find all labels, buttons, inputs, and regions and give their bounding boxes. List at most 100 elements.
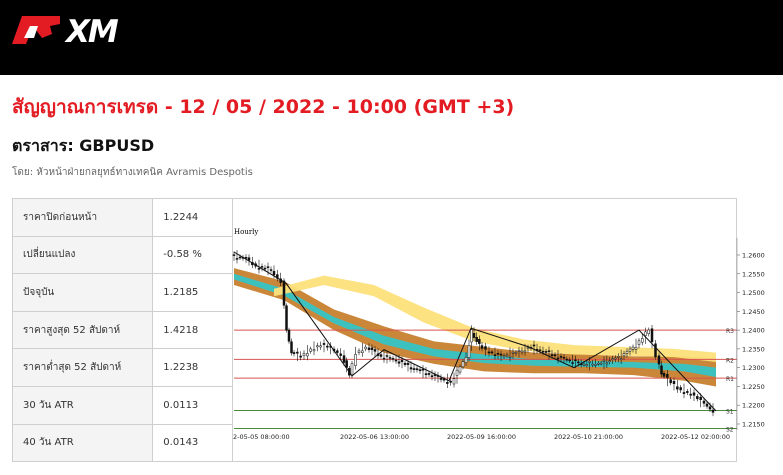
- candle-body: [660, 365, 663, 375]
- stats-table: ราคาปิดก่อนหน้า 1.2244 เปลี่ยนแปลง -0.58 %…: [11, 198, 233, 463]
- table-row: 40 วัน ATR 0.0143: [11, 423, 233, 463]
- candle-body: [232, 254, 236, 256]
- candle-body: [574, 359, 577, 362]
- candle-body: [452, 378, 456, 385]
- candle-body: [550, 354, 554, 356]
- x-tick-label: 2022-05-10 21:00:00: [554, 433, 623, 441]
- price-chart: Hourly R3 R2 R1 S1 S2 1.2600 1.2550 1.2500 1.2450…: [232, 228, 765, 441]
- candle-body: [430, 375, 434, 378]
- candle-body: [585, 364, 589, 366]
- candle-body: [397, 361, 401, 364]
- candle-body: [637, 340, 641, 345]
- candle-body: [541, 350, 545, 353]
- stat-label: 30 วัน ATR: [11, 385, 154, 425]
- top-bar: XM: [0, 0, 783, 75]
- candle-body: [666, 374, 669, 378]
- candle-body: [689, 393, 692, 396]
- stat-value: 1.4218: [152, 310, 233, 350]
- candle-body: [244, 256, 248, 259]
- page-title: สัญญาณการเทรด - 12 / 05 / 2022 - 10:00 (…: [12, 96, 515, 118]
- candle-body: [708, 406, 712, 410]
- candle-body: [544, 351, 548, 353]
- y-tick-label: 1.2400: [742, 327, 765, 335]
- stat-label: เปลี่ยนแปลง: [11, 235, 154, 275]
- candle-body: [455, 369, 459, 376]
- y-tick-label: 1.2150: [742, 421, 765, 429]
- candle-body: [594, 364, 597, 366]
- candle-body: [619, 358, 623, 360]
- candle-body: [379, 354, 383, 357]
- candle-body: [682, 392, 686, 394]
- candle-body: [285, 305, 288, 331]
- candle-body: [641, 338, 644, 343]
- candle-body: [672, 380, 676, 384]
- candle-body: [367, 347, 371, 350]
- candle-body: [272, 270, 276, 276]
- candle-body: [394, 359, 398, 362]
- candle-body: [406, 362, 410, 365]
- candle-body: [611, 358, 614, 360]
- candle-body: [364, 346, 367, 350]
- stat-label: ราคาปิดก่อนหน้า: [11, 198, 154, 237]
- candle-body: [257, 268, 261, 270]
- candle-body: [654, 343, 657, 358]
- candle-body: [282, 280, 286, 306]
- table-row: เปลี่ยนแปลง -0.58 %: [11, 235, 233, 275]
- xm-logo[interactable]: XM: [10, 12, 130, 48]
- candle-body: [699, 396, 702, 400]
- candle-body: [565, 358, 569, 361]
- candle-body: [617, 356, 620, 358]
- stat-value: 1.2185: [152, 273, 233, 312]
- candle-body: [484, 346, 487, 350]
- stat-value: 1.2238: [152, 348, 233, 387]
- candle-body: [480, 345, 484, 349]
- author-line: โดย: หัวหน้าฝ่ายกลยุทธ์ทางเทคนิค Avramis…: [12, 167, 253, 178]
- x-tick-label: 2022-05-12 02:00:00: [661, 433, 730, 441]
- candle-body: [559, 356, 563, 358]
- stat-value: 0.0143: [152, 423, 233, 463]
- candle-body: [316, 345, 319, 348]
- candle-body: [599, 362, 603, 365]
- candle-body: [669, 379, 672, 384]
- candle-body: [502, 355, 506, 358]
- timeframe-label: Hourly: [234, 228, 258, 236]
- candle-body: [625, 350, 629, 354]
- candle-body: [461, 361, 465, 368]
- stat-label: ราคาสูงสุด 52 สัปดาห์: [11, 310, 154, 350]
- candle-body: [628, 348, 632, 352]
- candle-body: [415, 368, 419, 371]
- stat-value: 1.2244: [152, 198, 233, 237]
- y-tick-label: 1.2600: [742, 252, 765, 260]
- candle-body: [568, 359, 571, 362]
- candle-body: [608, 360, 611, 362]
- candle-body: [692, 392, 696, 396]
- candle-body: [467, 345, 471, 358]
- table-row: ปัจจุบัน 1.2185: [11, 273, 233, 312]
- y-tick-label: 1.2350: [742, 345, 765, 353]
- candle-body: [388, 357, 392, 359]
- candle-body: [478, 339, 481, 344]
- candle-body: [647, 329, 650, 334]
- candle-body: [553, 354, 557, 357]
- instrument-label: ตราสาร: GBPUSD: [12, 136, 155, 155]
- candle-body: [354, 354, 357, 366]
- candle-body: [263, 267, 267, 270]
- candle-body: [403, 362, 407, 365]
- xm-bull-icon: [12, 16, 60, 44]
- y-tick-label: 1.2550: [742, 270, 765, 278]
- candle-body: [306, 353, 309, 357]
- candle-body: [312, 349, 316, 352]
- candle-body: [650, 328, 654, 343]
- candle-body: [523, 350, 527, 353]
- candle-body: [266, 266, 270, 268]
- candle-body: [571, 362, 574, 364]
- candle-body: [496, 352, 500, 355]
- candle-body: [361, 350, 364, 353]
- candle-body: [421, 368, 425, 371]
- stat-value: -0.58 %: [152, 235, 233, 275]
- candle-body: [591, 363, 594, 366]
- candle-body: [582, 363, 586, 366]
- candle-body: [676, 386, 679, 390]
- candle-body: [290, 341, 293, 354]
- candle-body: [602, 360, 606, 362]
